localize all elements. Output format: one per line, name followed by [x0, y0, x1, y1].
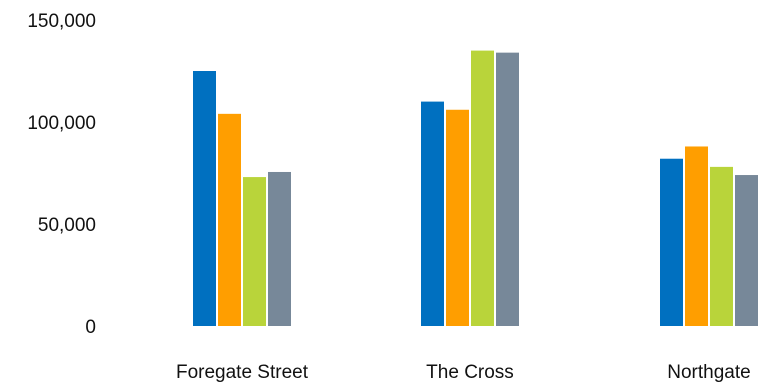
category-label: Northgate — [667, 362, 750, 383]
y-tick-label: 100,000 — [27, 113, 96, 134]
bar — [446, 109, 469, 326]
y-tick-label: 50,000 — [38, 215, 96, 236]
category-label: Foregate Street — [176, 362, 309, 383]
category-label: The Cross — [426, 362, 514, 383]
y-tick-label: 0 — [85, 317, 96, 338]
bar — [471, 50, 494, 326]
bar — [710, 166, 733, 326]
bar — [218, 113, 241, 326]
bar — [735, 175, 758, 326]
bar — [243, 177, 266, 326]
y-axis: 0 50,000 100,000 150,000 — [27, 11, 96, 338]
y-tick-label: 150,000 — [27, 11, 96, 32]
bar — [660, 158, 683, 326]
bar — [685, 146, 708, 326]
bar — [193, 71, 216, 326]
bar — [421, 101, 444, 326]
bars — [193, 50, 758, 326]
bar — [268, 171, 291, 326]
x-axis: Foregate Street The Cross Northgate — [176, 362, 751, 383]
bar — [496, 52, 519, 326]
